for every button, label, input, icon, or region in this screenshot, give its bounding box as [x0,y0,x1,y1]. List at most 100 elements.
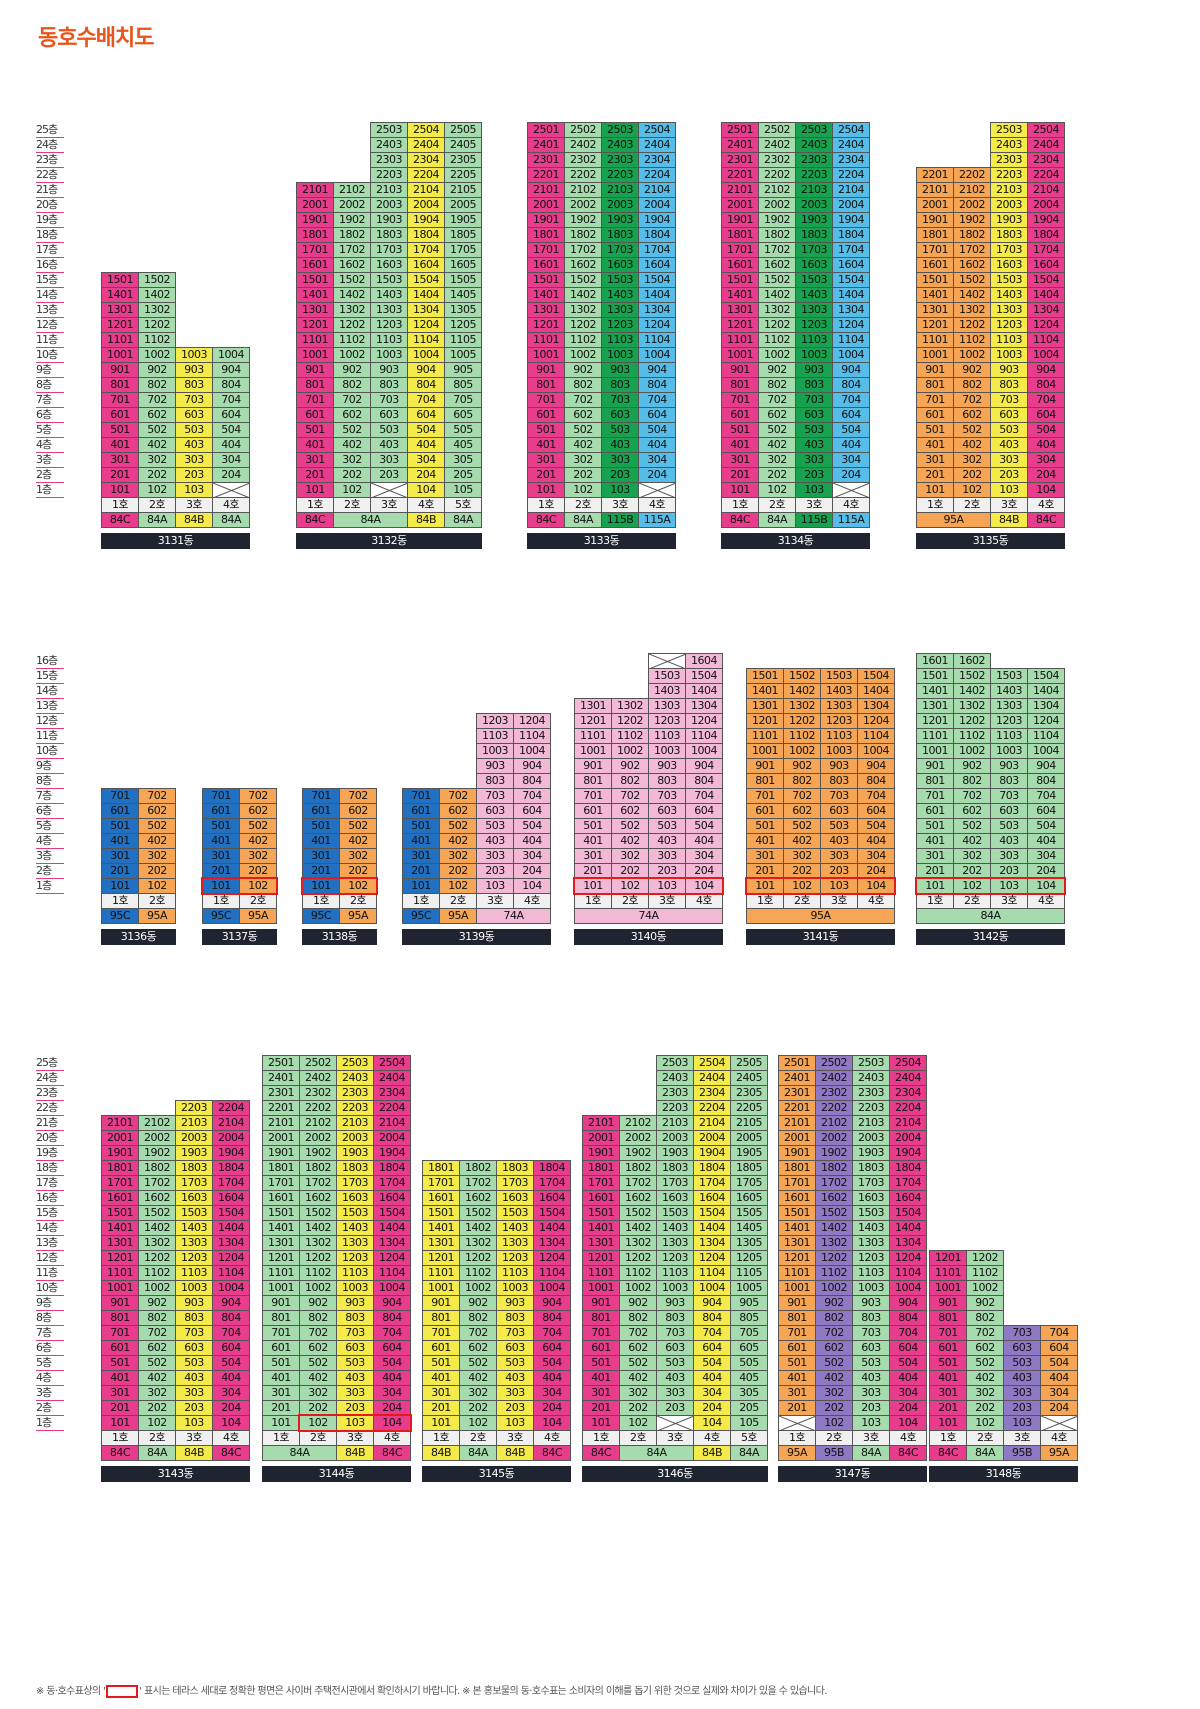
unit-cell[interactable]: 602 [564,407,602,423]
unit-cell[interactable]: 303 [476,848,514,864]
unit-cell[interactable]: 2301 [778,1085,816,1101]
unit-cell[interactable]: 803 [175,377,213,393]
unit-cell[interactable]: 1101 [721,332,759,348]
unit-cell[interactable]: 1701 [101,1175,139,1191]
unit-cell[interactable]: 303 [820,848,858,864]
unit-cell[interactable]: 1901 [916,212,954,228]
unit-cell[interactable]: 1001 [527,347,565,363]
unit-cell[interactable]: 803 [496,1310,534,1326]
unit-cell[interactable]: 1904 [212,1145,250,1161]
unit-cell[interactable]: 802 [138,1310,176,1326]
unit-cell[interactable]: 503 [852,1355,890,1371]
unit-cell[interactable]: 1201 [916,713,954,729]
unit-cell[interactable]: 2101 [527,182,565,198]
unit-cell[interactable]: 504 [1040,1355,1078,1371]
unit-cell[interactable]: 804 [832,377,870,393]
unit-cell[interactable]: 101 [101,1415,139,1431]
unit-cell[interactable]: 1502 [138,1205,176,1221]
unit-cell[interactable]: 1301 [582,1235,620,1251]
unit-cell[interactable]: 201 [101,1400,139,1416]
unit-cell[interactable]: 1803 [795,227,833,243]
unit-cell[interactable]: 304 [832,452,870,468]
unit-cell[interactable]: 1101 [574,728,612,744]
unit-cell[interactable]: 1704 [832,242,870,258]
unit-cell[interactable]: 301 [202,848,240,864]
unit-cell[interactable]: 1303 [370,302,408,318]
unit-cell[interactable]: 401 [746,833,784,849]
unit-cell[interactable]: 402 [815,1370,853,1386]
unit-cell[interactable]: 502 [138,818,176,834]
unit-cell[interactable]: 1604 [685,653,723,669]
unit-cell[interactable]: 1604 [407,257,445,273]
unit-cell[interactable]: 2304 [832,152,870,168]
unit-cell[interactable]: 2503 [370,122,408,138]
unit-cell[interactable]: 501 [574,818,612,834]
unit-cell[interactable]: 1204 [857,713,895,729]
unit-cell[interactable]: 1804 [1027,227,1065,243]
unit-cell[interactable]: 2002 [815,1130,853,1146]
unit-cell[interactable]: 902 [758,362,796,378]
unit-cell[interactable]: 1601 [916,653,954,669]
unit-cell[interactable]: 1004 [1027,743,1065,759]
unit-cell[interactable]: 704 [373,1325,411,1341]
unit-cell[interactable]: 1402 [138,1220,176,1236]
unit-cell[interactable]: 2302 [299,1085,337,1101]
unit-cell[interactable]: 605 [444,407,482,423]
unit-cell[interactable]: 1402 [333,287,371,303]
unit-cell[interactable]: 703 [601,392,639,408]
unit-cell[interactable]: 803 [648,773,686,789]
unit-cell[interactable]: 701 [262,1325,300,1341]
unit-cell[interactable]: 1003 [175,347,213,363]
unit-cell[interactable]: 1501 [916,272,954,288]
unit-cell[interactable]: 203 [1003,1400,1041,1416]
unit-cell[interactable]: 1104 [1027,332,1065,348]
unit-cell[interactable]: 901 [746,758,784,774]
unit-cell[interactable]: 402 [953,833,991,849]
unit-cell[interactable]: 2001 [916,197,954,213]
unit-cell[interactable]: 203 [175,1400,213,1416]
unit-cell[interactable]: 1405 [730,1220,768,1236]
unit-cell[interactable]: 601 [302,803,340,819]
unit-cell[interactable]: 401 [582,1370,620,1386]
unit-cell[interactable]: 1801 [916,227,954,243]
unit-cell[interactable]: 103 [820,878,858,894]
unit-cell[interactable]: 401 [916,437,954,453]
unit-cell[interactable]: 204 [513,863,551,879]
unit-cell[interactable]: 2504 [638,122,676,138]
unit-cell[interactable]: 1102 [333,332,371,348]
unit-cell[interactable]: 804 [407,377,445,393]
unit-cell[interactable]: 1804 [373,1160,411,1176]
unit-cell[interactable]: 1201 [574,713,612,729]
unit-cell[interactable]: 1802 [138,1160,176,1176]
unit-cell[interactable]: 1702 [459,1175,497,1191]
unit-cell[interactable]: 1802 [459,1160,497,1176]
unit-cell[interactable]: 2102 [138,1115,176,1131]
unit-cell[interactable]: 202 [564,467,602,483]
unit-cell[interactable]: 203 [175,467,213,483]
unit-cell[interactable]: 2202 [953,167,991,183]
unit-cell[interactable]: 902 [564,362,602,378]
unit-cell[interactable]: 601 [422,1340,460,1356]
unit-cell[interactable]: 1704 [638,242,676,258]
unit-cell[interactable]: 1502 [138,272,176,288]
unit-cell[interactable]: 603 [370,407,408,423]
unit-cell[interactable]: 1401 [746,683,784,699]
unit-cell[interactable]: 302 [138,1385,176,1401]
unit-cell[interactable]: 2102 [815,1115,853,1131]
unit-cell[interactable]: 301 [302,848,340,864]
unit-cell[interactable]: 1204 [513,713,551,729]
unit-cell[interactable]: 905 [730,1295,768,1311]
unit-cell[interactable]: 803 [336,1310,374,1326]
unit-cell[interactable]: 1504 [832,272,870,288]
unit-cell[interactable]: 2104 [1027,182,1065,198]
unit-cell[interactable]: 1301 [296,302,334,318]
unit-cell[interactable]: 2202 [564,167,602,183]
unit-cell[interactable]: 1004 [1027,347,1065,363]
unit-cell[interactable]: 601 [101,1340,139,1356]
unit-cell[interactable]: 1702 [619,1175,657,1191]
unit-cell[interactable]: 101 [402,878,440,894]
unit-cell[interactable]: 1703 [336,1175,374,1191]
building-name[interactable]: 3145동 [422,1466,571,1482]
unit-cell[interactable]: 704 [638,392,676,408]
unit-cell[interactable]: 2001 [527,197,565,213]
